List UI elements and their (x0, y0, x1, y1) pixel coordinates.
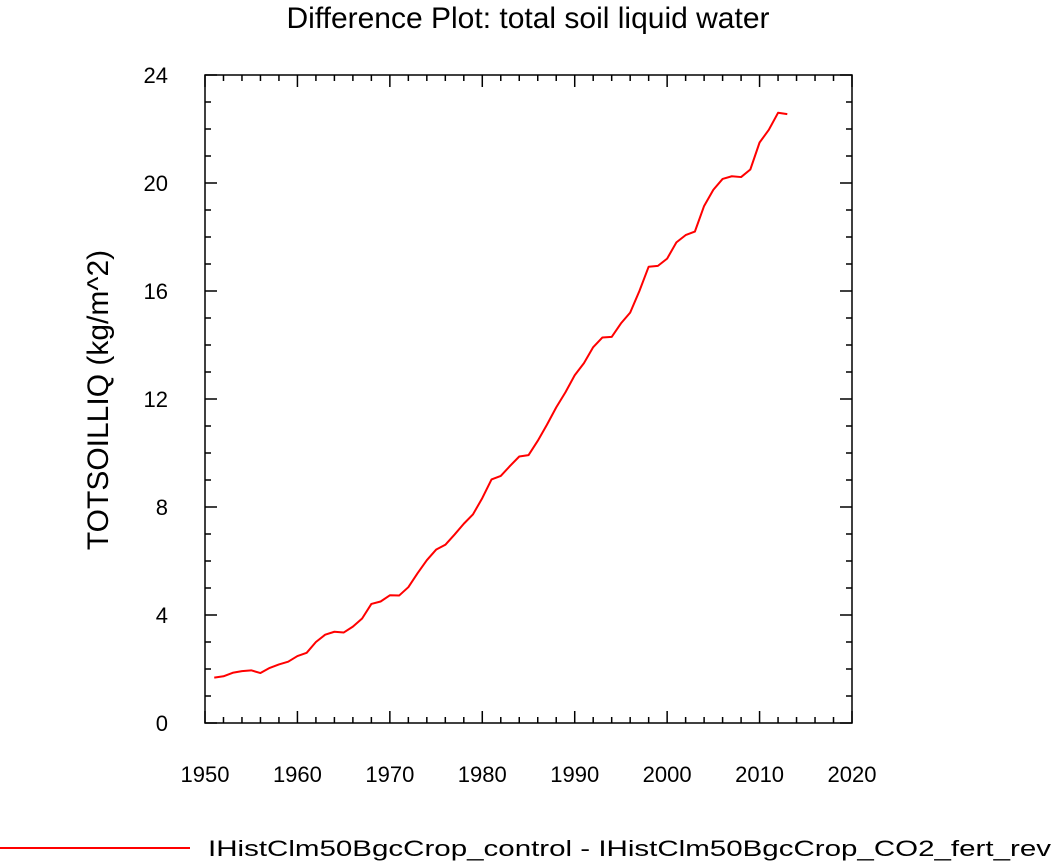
x-tick-label: 2020 (828, 762, 877, 787)
y-tick-label: 24 (144, 63, 168, 88)
y-axis-label: TOTSOILLIQ (kg/m^2) (82, 250, 115, 550)
legend: IHistClm50BgcCrop_control - IHistClm50Bg… (0, 836, 1051, 861)
x-tick-label: 1980 (458, 762, 507, 787)
series-layer (214, 111, 788, 679)
x-tick-label: 1950 (181, 762, 230, 787)
y-tick-label: 16 (144, 279, 168, 304)
axis-tick-labels: 1950 1960 1970 1980 1990 2000 2010 2020 0 4 8 12 16 2… (144, 63, 877, 787)
axis-ticks (204, 74, 853, 724)
x-tick-label: 1990 (550, 762, 599, 787)
legend-label: IHistClm50BgcCrop_control - IHistClm50Bg… (208, 836, 1051, 861)
x-tick-label: 1970 (365, 762, 414, 787)
series-line (214, 111, 788, 679)
y-tick-label: 0 (156, 711, 168, 736)
x-tick-label: 1960 (273, 762, 322, 787)
plot-frame (204, 74, 853, 724)
y-tick-label: 20 (144, 171, 168, 196)
y-tick-label: 12 (144, 387, 168, 412)
y-tick-label: 8 (156, 495, 168, 520)
y-tick-label: 4 (156, 603, 168, 628)
x-tick-label: 2010 (735, 762, 784, 787)
chart-title: Difference Plot: total soil liquid water (286, 2, 769, 35)
x-tick-label: 2000 (643, 762, 692, 787)
